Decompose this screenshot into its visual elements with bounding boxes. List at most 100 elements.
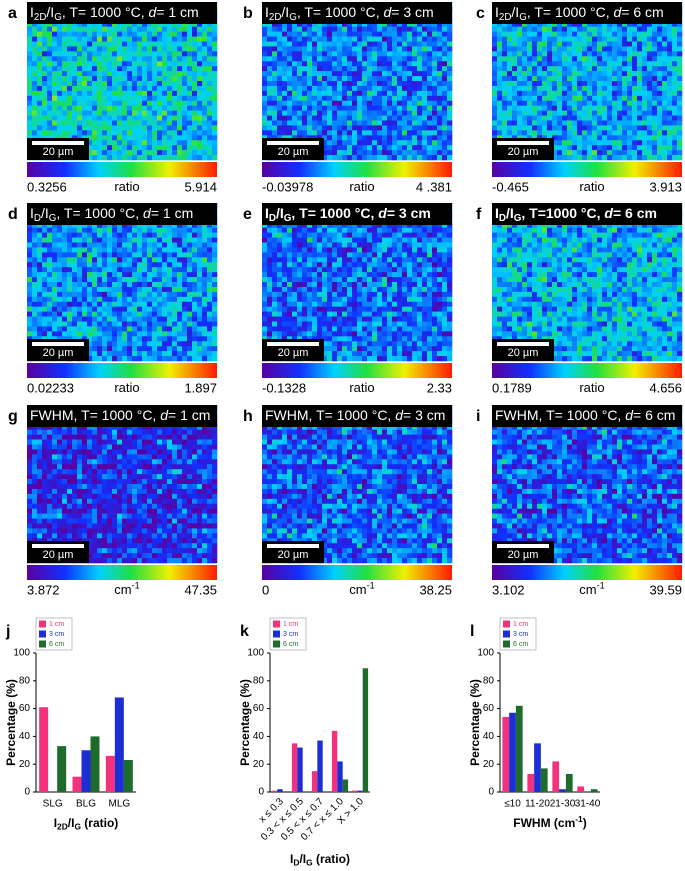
map-pixel [157, 257, 163, 263]
map-pixel [142, 242, 148, 248]
map-pixel [137, 252, 143, 258]
map-pixel [402, 95, 408, 102]
map-pixel [392, 150, 398, 156]
map-pixel [47, 301, 53, 307]
map-pixel [42, 95, 48, 102]
map-pixel [622, 76, 628, 82]
map-pixel [592, 46, 598, 52]
map-pixel [352, 81, 358, 87]
map-pixel [87, 81, 93, 87]
map-pixel [272, 61, 278, 67]
map-pixel [87, 222, 93, 228]
map-pixel [617, 115, 623, 121]
map-pixel [542, 85, 548, 92]
map-pixel [92, 105, 98, 111]
map-pixel [672, 90, 678, 97]
map-pixel [567, 115, 573, 121]
map-pixel [422, 150, 428, 156]
map-pixel [572, 145, 578, 151]
map-pixel [607, 51, 613, 57]
map-pixel [82, 76, 88, 82]
map-pixel [647, 125, 653, 131]
map-pixel [37, 286, 43, 293]
map-pixel [62, 262, 68, 268]
map-pixel [292, 90, 298, 97]
map-pixel [322, 110, 328, 116]
map-pixel [77, 227, 83, 233]
map-pixel [502, 135, 508, 141]
map-pixel [82, 237, 88, 243]
map-pixel [567, 21, 573, 27]
map-pixel [97, 316, 103, 322]
map-pixel [427, 90, 433, 97]
map-pixel [207, 120, 213, 126]
map-pixel [417, 105, 423, 111]
map-pixel [347, 115, 353, 121]
map-pixel [57, 66, 63, 72]
map-pixel [647, 85, 653, 92]
map-pixel [207, 301, 213, 307]
map-pixel [542, 71, 548, 77]
map-pixel [412, 125, 418, 131]
map-pixel [437, 81, 443, 87]
map-pixel [102, 321, 108, 327]
map-pixel [132, 41, 138, 47]
map-pixel [182, 301, 188, 307]
map-pixel [177, 76, 183, 82]
map-pixel [167, 356, 173, 362]
map-pixel [542, 61, 548, 67]
map-pixel [297, 95, 303, 102]
map-pixel [197, 242, 203, 248]
map-pixel [262, 36, 268, 42]
map-pixel [667, 85, 673, 92]
map-pixel [107, 232, 113, 238]
map-pixel [92, 56, 98, 62]
map-pixel [522, 36, 528, 42]
map-pixel [427, 46, 433, 52]
map-pixel [267, 100, 273, 106]
map-pixel [662, 100, 668, 106]
map-pixel [317, 115, 323, 121]
map-pixel [117, 356, 123, 362]
map-pixel [427, 31, 433, 37]
map-pixel [47, 326, 53, 332]
map-pixel [272, 110, 278, 116]
map-pixel [562, 56, 568, 62]
map-pixel [297, 71, 303, 77]
map-pixel [612, 95, 618, 102]
map-pixel [582, 61, 588, 67]
map-pixel [437, 76, 443, 82]
map-pixel [77, 257, 83, 263]
map-pixel [57, 135, 63, 141]
map-pixel [542, 36, 548, 42]
map-pixel [512, 41, 518, 47]
map-pixel [202, 120, 208, 126]
map-pixel [337, 46, 343, 52]
map-pixel [267, 85, 273, 92]
map-pixel [292, 135, 298, 141]
map-pixel [212, 232, 218, 238]
map-pixel [547, 110, 553, 116]
map-pixel [202, 356, 208, 362]
map-pixel [202, 306, 208, 312]
map-pixel [152, 100, 158, 106]
map-pixel [392, 61, 398, 67]
map-pixel [142, 51, 148, 57]
map-pixel [32, 81, 38, 87]
map-pixel [97, 100, 103, 106]
map-pixel [87, 100, 93, 106]
map-pixel [77, 81, 83, 87]
map-pixel [432, 105, 438, 111]
map-pixel [52, 311, 58, 317]
map-pixel [177, 120, 183, 126]
map-pixel [147, 282, 153, 288]
map-pixel [32, 257, 38, 263]
map-pixel [262, 41, 268, 47]
map-pixel [342, 90, 348, 97]
map-pixel [442, 100, 448, 106]
map-pixel [147, 321, 153, 327]
map-pixel [377, 110, 383, 116]
map-pixel [387, 56, 393, 62]
map-pixel [37, 301, 43, 307]
map-pixel [27, 267, 33, 273]
